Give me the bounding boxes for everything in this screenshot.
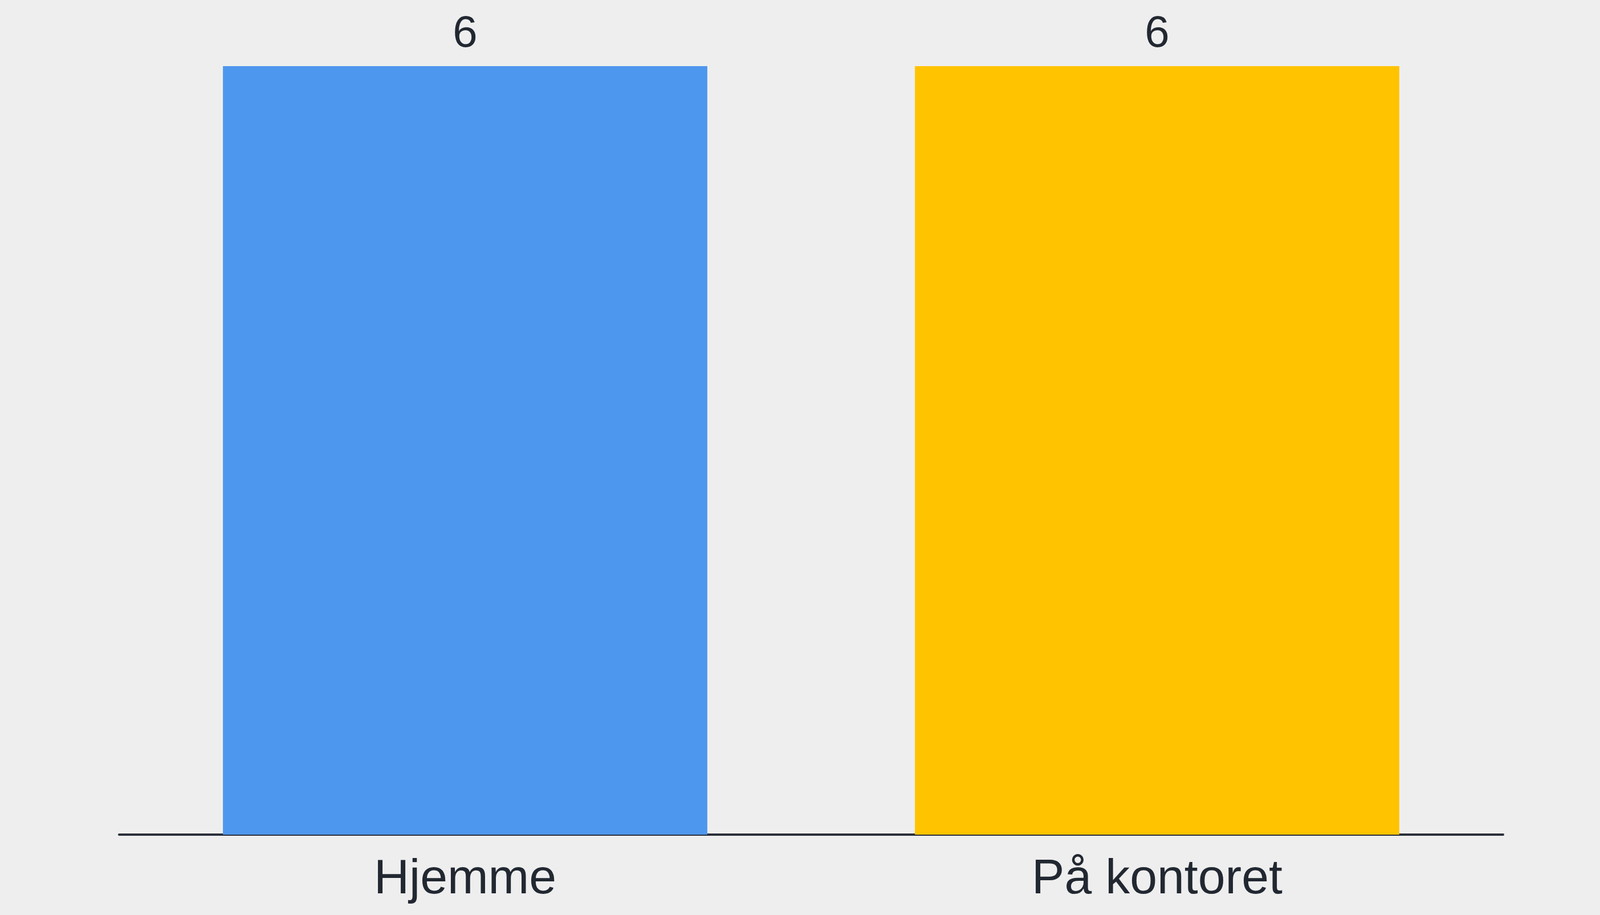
svg-text:6: 6: [452, 6, 478, 57]
svg-text:6: 6: [1144, 6, 1170, 57]
svg-text:Hjemme: Hjemme: [373, 848, 557, 904]
svg-text:På kontoret: På kontoret: [1031, 848, 1283, 904]
